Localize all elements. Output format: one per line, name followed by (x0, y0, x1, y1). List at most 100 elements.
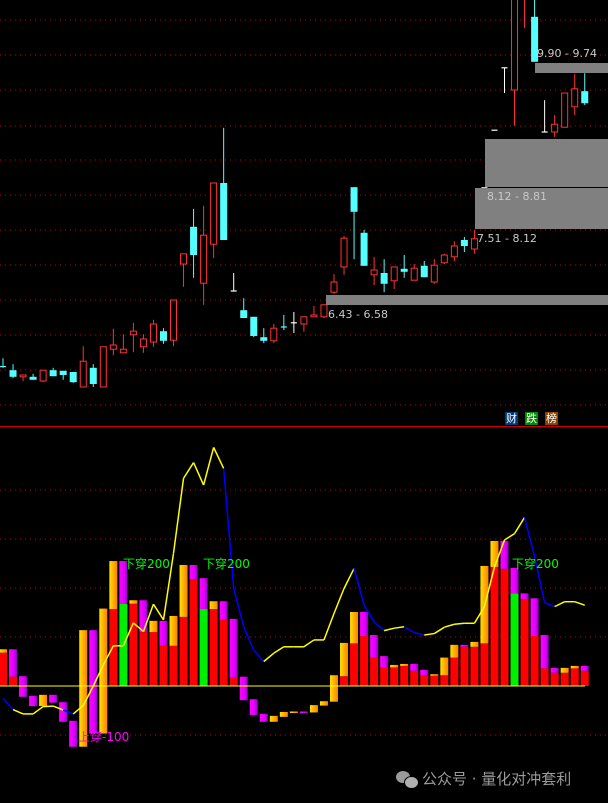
bar-column (520, 599, 529, 686)
bar-column (149, 632, 158, 686)
bar-segment-magenta (119, 561, 128, 604)
candle-up (119, 348, 127, 354)
finance-icon[interactable]: 财 (505, 412, 518, 425)
bar-segment-gold (309, 705, 318, 713)
bar-column (490, 566, 499, 686)
candle-up (180, 253, 188, 265)
bar-column (510, 593, 519, 686)
candle-up (139, 338, 147, 348)
watermark-text: 公众号 · 量化对冲套利 (422, 770, 572, 788)
bar-column (229, 677, 238, 686)
bar-segment-magenta (460, 644, 469, 647)
bar-column (390, 667, 399, 686)
zone-8.12-8.81 (475, 188, 608, 229)
indicator-line-segment (504, 532, 515, 541)
candle-down (581, 91, 589, 104)
indicator-line-segment (414, 631, 425, 636)
indicator-line-segment (394, 625, 405, 629)
bar-segment-gold (169, 615, 178, 646)
indicator-line-segment (132, 622, 144, 633)
fall-icon[interactable]: 跌 (525, 412, 538, 425)
candle-down (250, 316, 258, 336)
bar-column (440, 675, 449, 686)
indicator-line-segment (162, 553, 175, 620)
indicator-line-segment (182, 462, 195, 479)
indicator-line-segment (142, 603, 155, 632)
candle-up (39, 369, 47, 382)
bar-segment-gold (490, 540, 499, 567)
candle-up (390, 266, 398, 282)
candle-up (370, 269, 378, 276)
candle-up (571, 88, 579, 108)
candle-up (200, 234, 208, 284)
bar-segment-magenta (520, 593, 529, 600)
candle-up (300, 316, 308, 325)
candle-down (360, 232, 368, 266)
indicator-line-segment (152, 603, 165, 621)
indicator-line-segment (554, 601, 566, 608)
indicator-line-segment (403, 626, 415, 634)
bar-column (360, 636, 369, 686)
indicator-line-segment (192, 462, 205, 486)
indicator-line-segment (353, 568, 365, 606)
bar-column (179, 616, 188, 686)
bar-segment-gold (329, 675, 338, 702)
ranking-icon[interactable]: 榜 (545, 412, 558, 425)
candle-up (19, 374, 27, 378)
candle-up (561, 92, 569, 128)
bar-segment-magenta (9, 649, 18, 677)
candle-down (89, 367, 97, 384)
bar-segment-gold (340, 642, 349, 677)
indicator-line-segment (454, 622, 465, 626)
indicator-line-segment (122, 622, 135, 647)
bar-segment-magenta (360, 612, 369, 637)
candle-up (129, 330, 137, 336)
indicator-line-segment (82, 685, 94, 706)
indicator-line-segment (473, 606, 486, 624)
indicator-line-segment (263, 652, 275, 663)
bar-segment-magenta (259, 713, 268, 722)
bar-segment-gold (0, 649, 7, 653)
indicator-line-segment (303, 639, 315, 648)
bar-column (450, 657, 459, 686)
signal-cross-down: 下穿200 (203, 557, 250, 571)
bar-segment-magenta (189, 564, 198, 580)
indicator-line-segment (243, 626, 255, 651)
indicator-panel (0, 447, 608, 747)
zone-6.43-6.58 (326, 295, 608, 305)
bar-segment-magenta (510, 567, 519, 594)
bar-segment-magenta (159, 620, 168, 646)
indicator-line-segment (62, 709, 74, 715)
bar-segment-gold (440, 657, 449, 676)
indicator-line-segment (373, 621, 385, 632)
bar-segment-gold (99, 608, 108, 734)
bar-column (159, 645, 168, 686)
bar-segment-magenta (420, 669, 429, 676)
bar-column (129, 603, 138, 686)
bar-column (109, 609, 118, 686)
indicator-line-segment (493, 539, 506, 568)
bar-column (0, 652, 7, 686)
bar-column (199, 609, 208, 686)
indicator-line-segment (483, 566, 496, 607)
candle-down (49, 370, 57, 377)
indicator-line-segment (202, 447, 215, 486)
bar-column (480, 643, 489, 686)
bar-column (189, 579, 198, 686)
bar-column (560, 672, 569, 686)
zone-upper-block (485, 139, 608, 187)
bar-column (460, 646, 469, 686)
bar-segment-gold (39, 694, 48, 707)
indicator-line-segment (533, 556, 546, 603)
indicator-line-segment (544, 602, 555, 608)
bar-column (209, 609, 218, 686)
indicator-line-segment (92, 664, 104, 687)
candle-up (511, 0, 519, 91)
indicator-line-segment (513, 517, 526, 535)
candle-up (340, 237, 348, 268)
bar-column (380, 667, 389, 686)
bar-column (400, 665, 409, 686)
signal-cross-down: 下穿200 (512, 557, 559, 571)
indicator-line-segment (102, 645, 114, 666)
bar-segment-magenta (229, 618, 238, 678)
